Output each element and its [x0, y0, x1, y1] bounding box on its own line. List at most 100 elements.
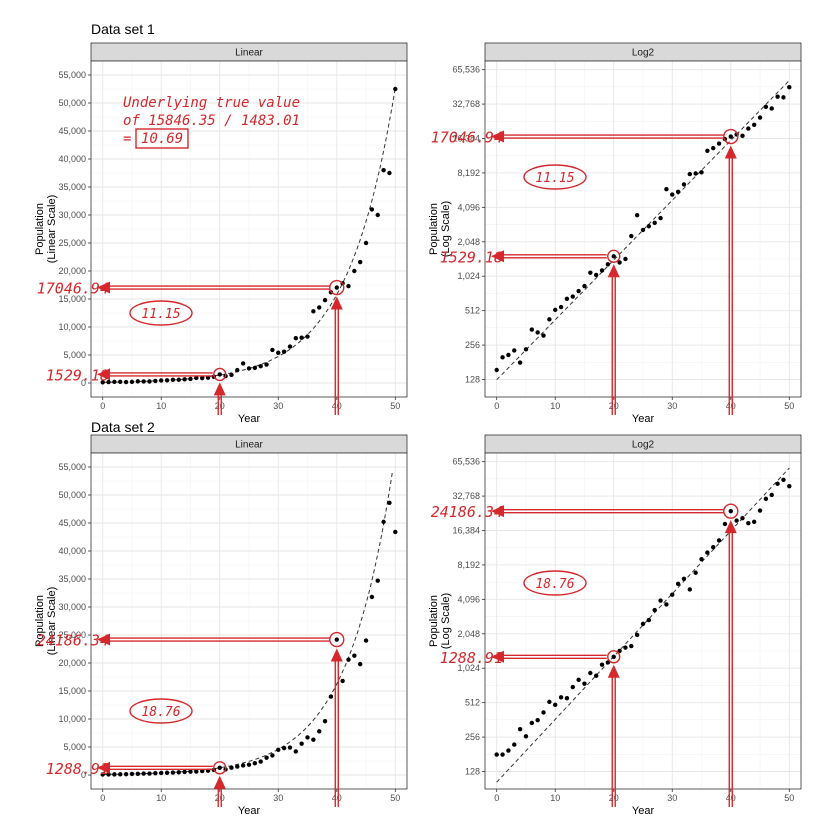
data-point [547, 699, 552, 705]
data-point [670, 192, 675, 197]
data-point [352, 653, 357, 658]
data-point [305, 735, 310, 740]
data-point [494, 752, 499, 757]
panel-2: Log2 0 10 20 30 40 50 128 256 512 1,024 2,048 4,096 8… [428, 42, 802, 425]
data-point [722, 521, 728, 527]
data-point [529, 720, 535, 726]
data-point [322, 297, 328, 303]
data-point [711, 145, 716, 151]
y-tick-label: 10,000 [58, 322, 86, 332]
data-point [705, 550, 710, 555]
data-point [512, 348, 517, 353]
y-axis-title: Population(Linear Scale) [34, 195, 58, 263]
data-point [500, 355, 505, 360]
arrow-up-high-head [330, 648, 343, 662]
x-tick-label: 0 [100, 793, 105, 803]
x-axis-title: Year [238, 413, 261, 425]
data-point [281, 745, 287, 751]
data-point [746, 520, 751, 526]
data-point [393, 529, 398, 535]
arrow-to-low-head [97, 368, 110, 381]
dataset-2-title: Data set 2 [91, 419, 155, 435]
data-point [693, 171, 698, 176]
y-tick-label: 5,000 [63, 742, 86, 752]
data-point [375, 212, 380, 218]
y-tick-label: 2,048 [457, 237, 480, 247]
data-point [276, 747, 281, 752]
data-point [299, 335, 304, 340]
ratio-label: 18.76 [535, 577, 574, 592]
data-point [781, 95, 786, 100]
data-point [393, 86, 398, 92]
data-point [693, 570, 698, 575]
ratio-label: 18.76 [141, 705, 180, 720]
data-point [588, 270, 593, 275]
data-point [611, 254, 616, 259]
data-point [670, 592, 675, 597]
x-tick-label: 30 [667, 401, 677, 411]
y-tick-label: 20,000 [58, 658, 86, 668]
y-tick-label: 15,000 [58, 686, 86, 696]
data-point [541, 333, 546, 338]
data-point [164, 770, 170, 775]
data-point [681, 182, 687, 187]
y-tick-label: 65,536 [452, 65, 480, 75]
data-point [334, 637, 339, 642]
y-tick-label: 40,000 [58, 546, 86, 556]
note-value-box [135, 128, 189, 149]
data-point [176, 770, 181, 775]
data-point [334, 285, 339, 290]
data-point [311, 737, 316, 742]
x-tick-label: 50 [784, 401, 794, 411]
highlight-circle-low [213, 367, 227, 382]
ratio-ellipse [523, 570, 587, 596]
data-point [217, 765, 222, 770]
x-axis-title: Year [238, 805, 261, 817]
y-tick-label: 35,000 [58, 574, 86, 584]
dataset-1-title: Data set 1 [91, 21, 155, 37]
y-tick-label: 30,000 [58, 210, 86, 220]
ratio-label: 11.15 [141, 307, 180, 322]
data-point [699, 556, 704, 562]
y-tick-label: 0 [81, 770, 86, 780]
y-tick-label: 55,000 [58, 462, 86, 472]
data-point [617, 260, 622, 265]
arrow-to-high-head [97, 281, 110, 294]
arrow-to-high-head [97, 633, 110, 646]
data-point [658, 215, 663, 221]
x-tick-label: 0 [494, 793, 499, 803]
data-point [576, 288, 581, 294]
arrow-to-low-head [491, 250, 504, 263]
data-point [593, 272, 599, 278]
data-point [629, 643, 634, 649]
highlight-circle-high [329, 279, 345, 296]
data-point [646, 617, 652, 623]
data-point [188, 376, 193, 382]
data-point [100, 772, 105, 777]
data-point [123, 379, 129, 385]
data-point [118, 379, 123, 384]
value-label-low: 1288.91 [440, 649, 503, 667]
ratio-label: 11.15 [535, 171, 574, 186]
y-tick-label: 50,000 [58, 490, 86, 500]
y-tick-label: 8,192 [457, 168, 480, 178]
data-point [564, 695, 570, 701]
data-point [328, 694, 334, 699]
data-point [357, 259, 363, 265]
y-tick-label: 128 [465, 375, 480, 385]
y-tick-label: 25,000 [58, 630, 86, 640]
value-label-low: 1529.18 [440, 248, 503, 266]
x-tick-label: 30 [273, 401, 283, 411]
value-label-high: 17046.94 [431, 129, 503, 147]
data-point [763, 496, 769, 502]
data-point [634, 212, 640, 218]
data-point [141, 771, 146, 776]
data-point [240, 763, 246, 768]
value-label-high: 24186.34 [431, 503, 503, 521]
data-point [558, 695, 564, 700]
data-point [716, 538, 722, 543]
data-point [769, 106, 774, 111]
arrow-up-low-head [213, 775, 226, 789]
data-point [769, 492, 774, 498]
